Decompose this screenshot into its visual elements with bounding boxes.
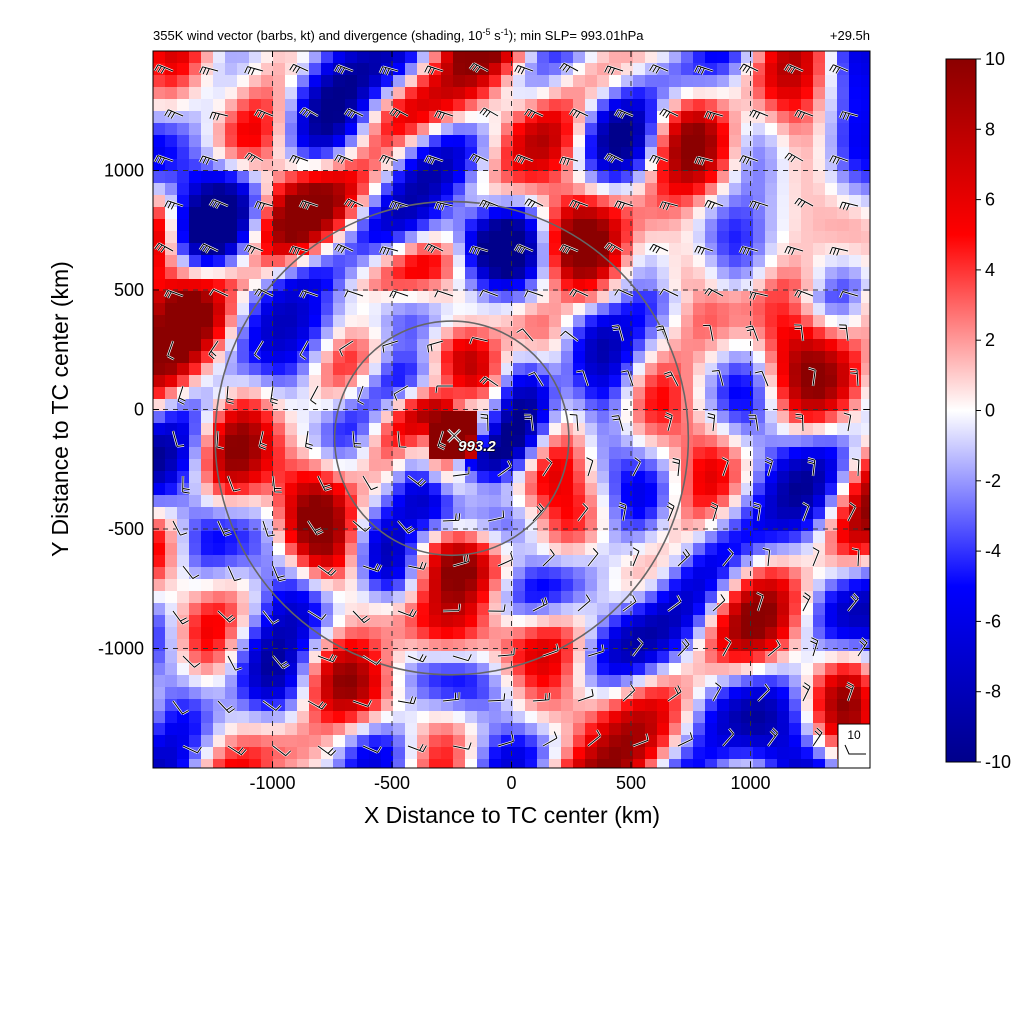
y-axis-ticks: -1000 -500 0 500 1000: [98, 161, 870, 659]
min-slp-label: 993.2: [458, 438, 496, 455]
colorbar: 10 8 6 4 2 0 -2 -4 -6 -8 -10: [945, 49, 1011, 772]
colorbar-tick-label: 10: [985, 49, 1005, 69]
forecast-time: +29.5h: [830, 28, 870, 43]
colorbar-tick-label: 6: [985, 190, 995, 210]
divergence-field: [153, 51, 870, 768]
y-tick-label: -500: [108, 519, 144, 539]
radius-circle-2: [214, 200, 690, 676]
y-tick-label: 500: [114, 280, 144, 300]
x-tick-label: 500: [616, 773, 646, 793]
colorbar-tick-label: 8: [985, 119, 995, 139]
colorbar-tick-label: -6: [985, 611, 1001, 631]
plot-area: [153, 51, 870, 768]
x-axis-ticks: -1000 -500 0 500 1000: [249, 51, 771, 793]
colorbar-tick-label: -10: [985, 752, 1011, 772]
chart-title: 355K wind vector (barbs, kt) and diverge…: [153, 27, 644, 43]
y-tick-label: 1000: [104, 161, 144, 181]
y-tick-label: -1000: [98, 639, 144, 659]
x-tick-label: -1000: [249, 773, 295, 793]
x-axis-label: X Distance to TC center (km): [364, 802, 660, 828]
colorbar-tick-label: -4: [985, 541, 1001, 561]
y-tick-label: 0: [134, 400, 144, 420]
wind-barbs: [153, 62, 868, 757]
radius-circles: [214, 200, 690, 676]
colorbar-tick-label: 0: [985, 401, 995, 421]
colorbar-tick-label: 4: [985, 260, 995, 280]
reference-barb-label: 10: [847, 728, 861, 742]
radius-circle-1: [333, 320, 570, 557]
colorbar-tick-label: -2: [985, 471, 1001, 491]
reference-barb-box: 10: [837, 723, 871, 769]
colorbar-gradient: [945, 58, 977, 763]
colorbar-tick-label: -8: [985, 682, 1001, 702]
x-tick-label: 1000: [730, 773, 770, 793]
x-tick-label: -500: [374, 773, 410, 793]
colorbar-tick-label: 2: [985, 330, 995, 350]
y-axis-label: Y Distance to TC center (km): [47, 261, 73, 557]
tc-center-marker: 993.2: [447, 428, 497, 455]
x-tick-label: 0: [506, 773, 516, 793]
reference-barb: [844, 744, 866, 755]
colorbar-ticks: 10 8 6 4 2 0 -2 -4 -6 -8 -10: [976, 49, 1011, 772]
